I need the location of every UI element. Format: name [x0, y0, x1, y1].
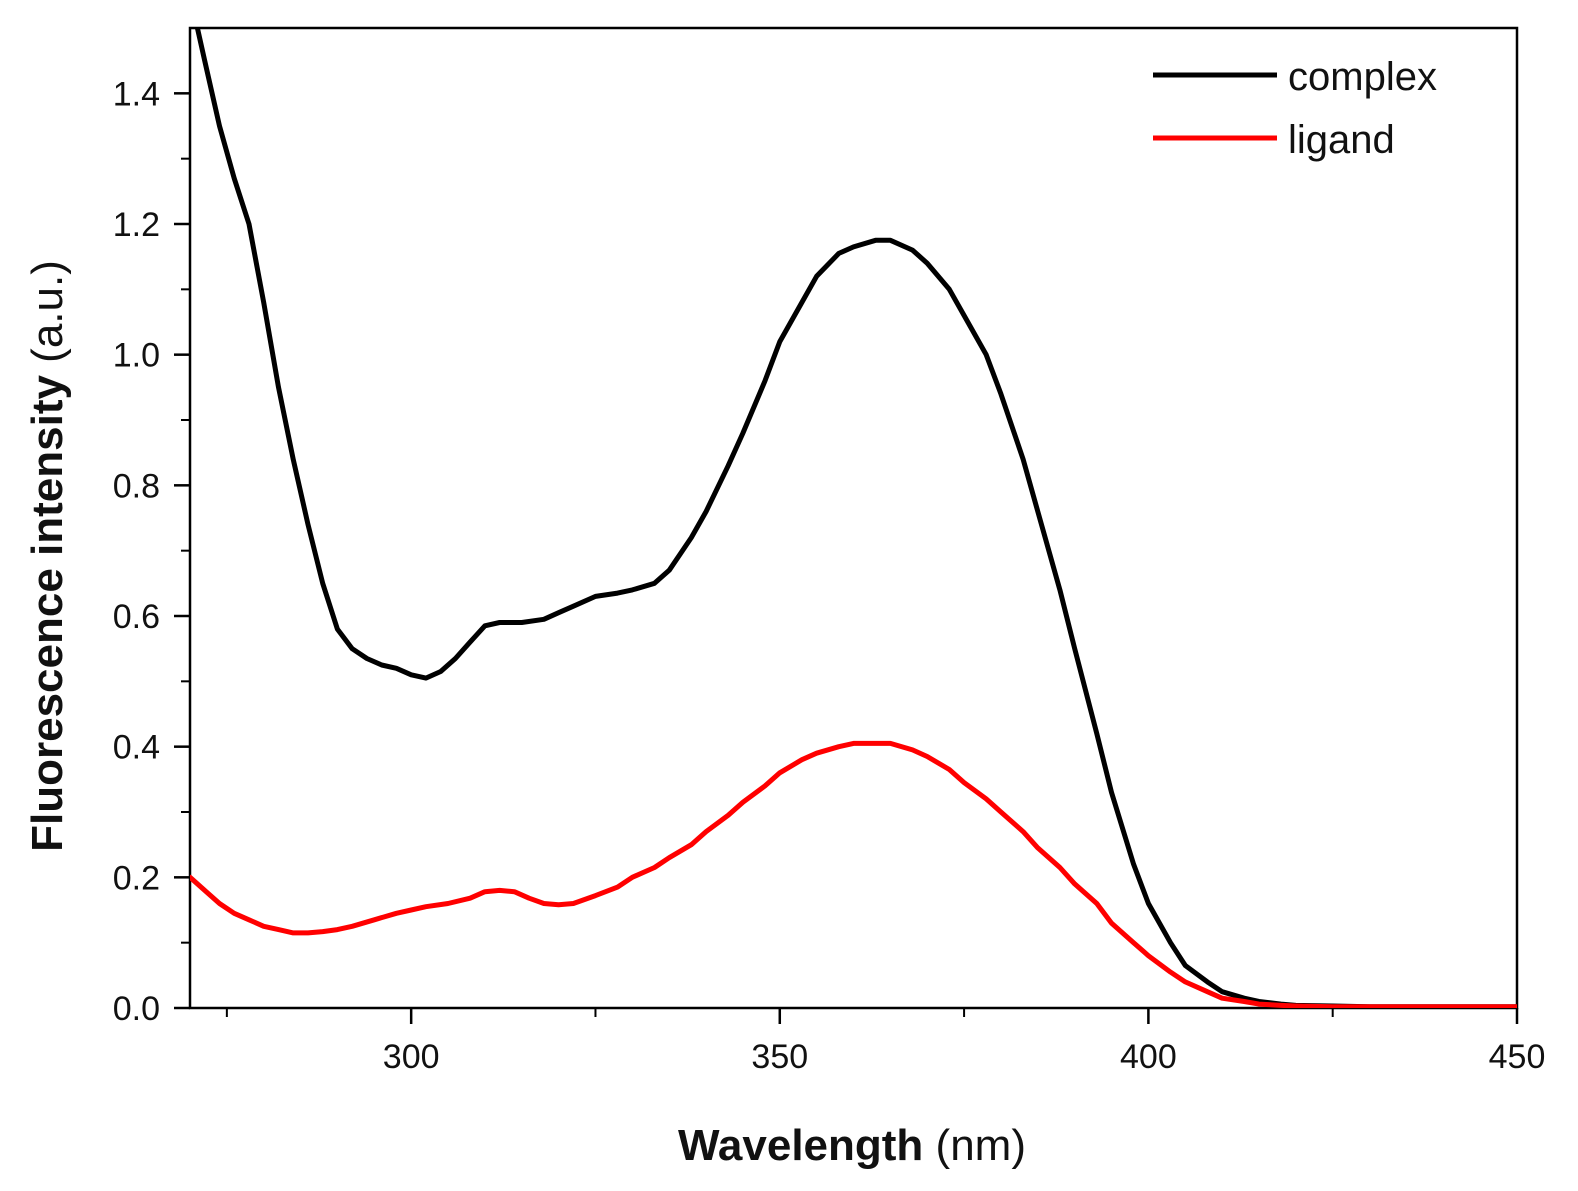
series-layer	[190, 28, 1517, 1008]
x-tick-label: 400	[1120, 1038, 1177, 1076]
plot-border	[188, 26, 1519, 1010]
y-axis: 0.0 0.2 0.4 0.6 0.8 1.0 1.2 1.4	[113, 75, 190, 1028]
x-tick-label: 450	[1489, 1038, 1546, 1076]
y-tick-label: 0.8	[113, 467, 160, 505]
y-axis-title: Fluorescence intensity (a.u.)	[23, 260, 72, 852]
y-tick-label: 1.0	[113, 337, 160, 375]
y-tick-label: 0.6	[113, 598, 160, 636]
y-tick-label: 0.0	[113, 990, 160, 1028]
series-line-ligand	[190, 740, 1517, 1008]
legend-label-ligand: ligand	[1288, 118, 1395, 162]
x-axis-title-main: Wavelength	[678, 1121, 923, 1170]
y-axis-title-main: Fluorescence intensity	[23, 375, 72, 852]
y-tick-label: 0.2	[113, 859, 160, 897]
y-tick-label: 1.4	[113, 75, 160, 113]
x-axis-title: Wavelength (nm)	[678, 1121, 1026, 1170]
series-line-complex	[194, 28, 1517, 1008]
x-tick-label: 350	[751, 1038, 808, 1076]
y-tick-label: 0.4	[113, 729, 160, 767]
plot-frame	[188, 26, 1519, 1010]
legend: complex ligand	[1153, 55, 1437, 162]
y-axis-title-unit: (a.u.)	[23, 260, 72, 363]
y-tick-label: 1.2	[113, 206, 160, 244]
x-axis-title-unit: (nm)	[936, 1121, 1026, 1170]
x-tick-label: 300	[383, 1038, 440, 1076]
x-axis: 300 350 400 450	[225, 1008, 1546, 1076]
legend-label-complex: complex	[1288, 55, 1437, 99]
